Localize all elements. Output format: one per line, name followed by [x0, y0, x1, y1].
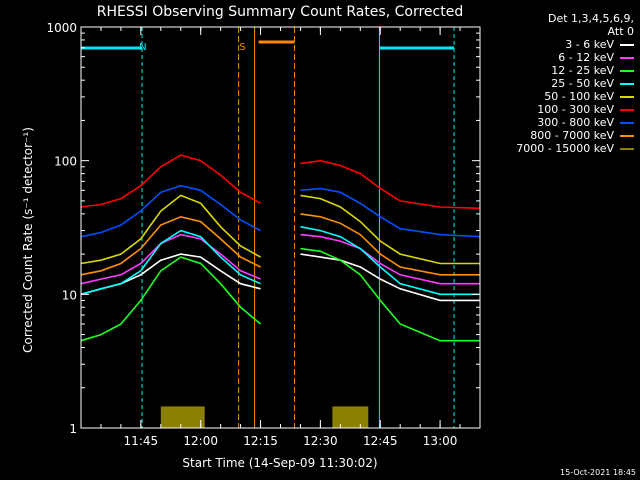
legend-entry: 7000 - 15000 keV [474, 142, 634, 155]
series-band-7000-15000 [332, 406, 369, 428]
series-line-6 [80, 184, 261, 238]
y-tick-label: 1000 [46, 21, 77, 35]
legend-entry: 6 - 12 keV [474, 51, 634, 64]
y-tick-label: 1 [69, 422, 77, 436]
x-tick-label: 12:15 [243, 434, 278, 448]
legend-entry: 25 - 50 keV [474, 77, 634, 90]
legend-entry-label: 300 - 800 keV [537, 116, 614, 129]
legend-entry: 100 - 300 keV [474, 103, 634, 116]
series-line-2 [300, 247, 480, 342]
series-line-1 [80, 233, 261, 285]
legend-entry-label: 800 - 7000 keV [530, 129, 614, 142]
series-line-5 [80, 154, 261, 208]
plot-frame [80, 26, 481, 429]
legend-swatch [620, 82, 634, 85]
legend: Det 1,3,4,5,6,9, Att 0 3 - 6 keV 6 - 12 k… [474, 12, 634, 155]
legend-swatch [620, 56, 634, 59]
legend-entry: 12 - 25 keV [474, 64, 634, 77]
chart-title: RHESSI Observing Summary Count Rates, Co… [97, 4, 463, 20]
legend-entry: 3 - 6 keV [474, 38, 634, 51]
series-line-3 [300, 226, 480, 296]
series-line-5 [300, 159, 481, 210]
y-axis-label: Corrected Count Rate (s⁻¹ detector⁻¹) [21, 127, 35, 353]
marker-n: N [139, 42, 146, 53]
series-line-4 [80, 194, 261, 265]
legend-swatch [620, 108, 634, 111]
legend-swatch [620, 43, 634, 46]
series-line-4 [300, 194, 480, 265]
legend-entry-label: 25 - 50 keV [551, 77, 614, 90]
legend-swatch [620, 147, 634, 150]
series-line-1 [300, 233, 480, 285]
legend-entry-label: 3 - 6 keV [565, 38, 614, 51]
legend-entry-label: 50 - 100 keV [544, 90, 614, 103]
legend-header-attenuator: Att 0 [607, 25, 634, 38]
legend-entry: 300 - 800 keV [474, 116, 634, 129]
x-tick-label: 11:45 [124, 434, 159, 448]
legend-entry-label: 100 - 300 keV [537, 103, 614, 116]
x-tick-label: 12:30 [303, 434, 338, 448]
legend-swatch [620, 69, 634, 72]
series-band-7000-15000 [160, 406, 205, 428]
x-tick-label: 12:00 [183, 434, 218, 448]
series-line-0 [80, 253, 261, 296]
legend-entry-label: 12 - 25 keV [551, 64, 614, 77]
legend-swatch [620, 95, 634, 98]
marker-s: S [239, 42, 245, 53]
series-line-3 [80, 229, 261, 296]
legend-swatch [620, 134, 634, 137]
x-tick-label: 12:45 [363, 434, 398, 448]
series-line-7 [80, 215, 261, 276]
legend-header-detectors: Det 1,3,4,5,6,9, [547, 12, 634, 25]
legend-entry: 800 - 7000 keV [474, 129, 634, 142]
y-tick-label: 100 [54, 155, 77, 169]
series-line-0 [300, 253, 480, 302]
x-axis-label: Start Time (14-Sep-09 11:30:02) [182, 456, 377, 470]
series-line-2 [80, 256, 262, 342]
x-tick-label: 13:00 [423, 434, 458, 448]
legend-entry-label: 7000 - 15000 keV [516, 142, 614, 155]
footer-date: 15-Oct-2021 18:45 [560, 468, 636, 477]
legend-entry: 50 - 100 keV [474, 90, 634, 103]
legend-swatch [620, 121, 634, 124]
series-line-7 [300, 213, 480, 276]
series-line-6 [300, 187, 481, 238]
y-tick-label: 10 [62, 288, 77, 302]
legend-entry-label: 6 - 12 keV [558, 51, 614, 64]
